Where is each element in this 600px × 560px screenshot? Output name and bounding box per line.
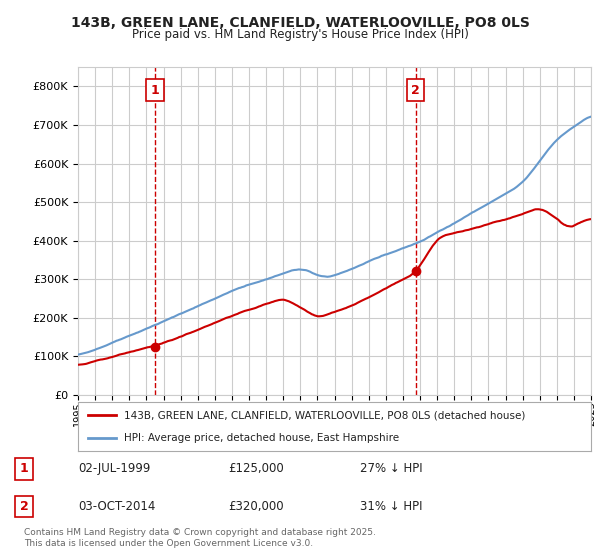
Text: 143B, GREEN LANE, CLANFIELD, WATERLOOVILLE, PO8 0LS: 143B, GREEN LANE, CLANFIELD, WATERLOOVIL… xyxy=(71,16,529,30)
Text: 2: 2 xyxy=(412,84,420,97)
Text: 27% ↓ HPI: 27% ↓ HPI xyxy=(360,462,422,475)
Text: £320,000: £320,000 xyxy=(228,500,284,513)
Text: 31% ↓ HPI: 31% ↓ HPI xyxy=(360,500,422,513)
Text: 03-OCT-2014: 03-OCT-2014 xyxy=(78,500,155,513)
Text: 1: 1 xyxy=(151,84,160,97)
Text: HPI: Average price, detached house, East Hampshire: HPI: Average price, detached house, East… xyxy=(124,433,399,444)
Text: 1: 1 xyxy=(20,462,28,475)
Text: Price paid vs. HM Land Registry's House Price Index (HPI): Price paid vs. HM Land Registry's House … xyxy=(131,28,469,41)
Text: 143B, GREEN LANE, CLANFIELD, WATERLOOVILLE, PO8 0LS (detached house): 143B, GREEN LANE, CLANFIELD, WATERLOOVIL… xyxy=(124,410,526,421)
Text: 02-JUL-1999: 02-JUL-1999 xyxy=(78,462,151,475)
Text: 2: 2 xyxy=(20,500,28,513)
Text: £125,000: £125,000 xyxy=(228,462,284,475)
Text: Contains HM Land Registry data © Crown copyright and database right 2025.
This d: Contains HM Land Registry data © Crown c… xyxy=(24,528,376,548)
